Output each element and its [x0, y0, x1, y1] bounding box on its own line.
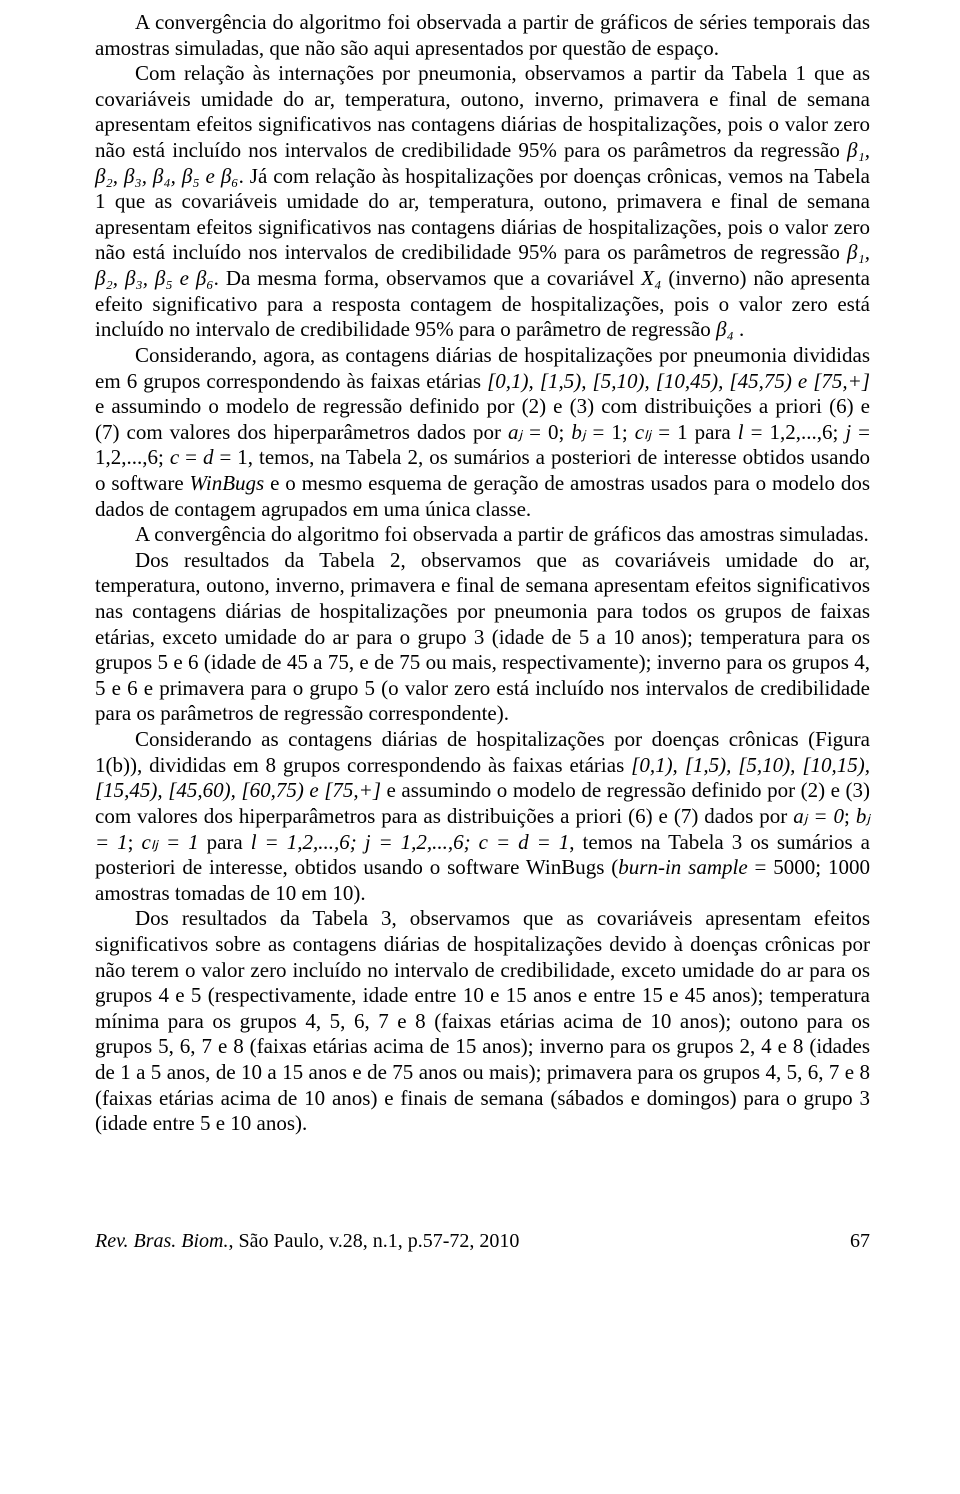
- bj: bⱼ: [571, 420, 585, 444]
- c: c: [170, 445, 179, 469]
- text: para: [199, 830, 251, 854]
- text: ;: [844, 804, 856, 828]
- page-number: 67: [850, 1229, 870, 1253]
- winbugs: WinBugs: [190, 471, 265, 495]
- text: Com relação às internações por pneumonia…: [95, 61, 870, 162]
- clj: cₗⱼ: [635, 420, 651, 444]
- paragraph-3: Considerando, agora, as contagens diária…: [95, 343, 870, 522]
- burnin: burn-in sample: [618, 855, 747, 879]
- text: ;: [128, 830, 142, 854]
- paragraph-6: Considerando as contagens diárias de hos…: [95, 727, 870, 906]
- d: d: [203, 445, 214, 469]
- text: =: [179, 445, 203, 469]
- page-footer: Rev. Bras. Biom., São Paulo, v.28, n.1, …: [95, 1229, 870, 1253]
- beta4: β₄: [716, 317, 734, 341]
- text: . Da mesma forma, observamos que a covar…: [214, 266, 642, 290]
- clj: cₗⱼ = 1: [142, 830, 199, 854]
- text: = 1,2,...,6;: [744, 420, 846, 444]
- text: = 1;: [586, 420, 635, 444]
- footer-citation: Rev. Bras. Biom., São Paulo, v.28, n.1, …: [95, 1229, 519, 1253]
- footer-loc: , São Paulo, v.28, n.1, p.57-72, 2010: [229, 1230, 520, 1252]
- paragraph-7: Dos resultados da Tabela 3, observamos q…: [95, 906, 870, 1136]
- text: = 0;: [522, 420, 571, 444]
- text: = 1 para: [651, 420, 738, 444]
- journal-name: Rev. Bras. Biom.: [95, 1230, 229, 1252]
- text: .: [734, 317, 745, 341]
- x4: X₄: [641, 266, 661, 290]
- text: Dos resultados da Tabela 3, observamos q…: [95, 906, 870, 1135]
- text: A convergência do algoritmo foi observad…: [135, 522, 869, 546]
- intervals: [0,1), [1,5), [5,10), [10,45), [45,75) e…: [487, 369, 870, 393]
- paragraph-2: Com relação às internações por pneumonia…: [95, 61, 870, 343]
- paragraph-1: A convergência do algoritmo foi observad…: [95, 10, 870, 61]
- text: A convergência do algoritmo foi observad…: [95, 10, 870, 60]
- page-container: A convergência do algoritmo foi observad…: [0, 0, 960, 1253]
- text: Dos resultados da Tabela 2, observamos q…: [95, 548, 870, 726]
- aj: aⱼ = 0: [793, 804, 844, 828]
- rest: l = 1,2,...,6; j = 1,2,...,6; c = d = 1: [251, 830, 570, 854]
- paragraph-5: Dos resultados da Tabela 2, observamos q…: [95, 548, 870, 727]
- paragraph-4: A convergência do algoritmo foi observad…: [95, 522, 870, 548]
- aj: aⱼ: [508, 420, 522, 444]
